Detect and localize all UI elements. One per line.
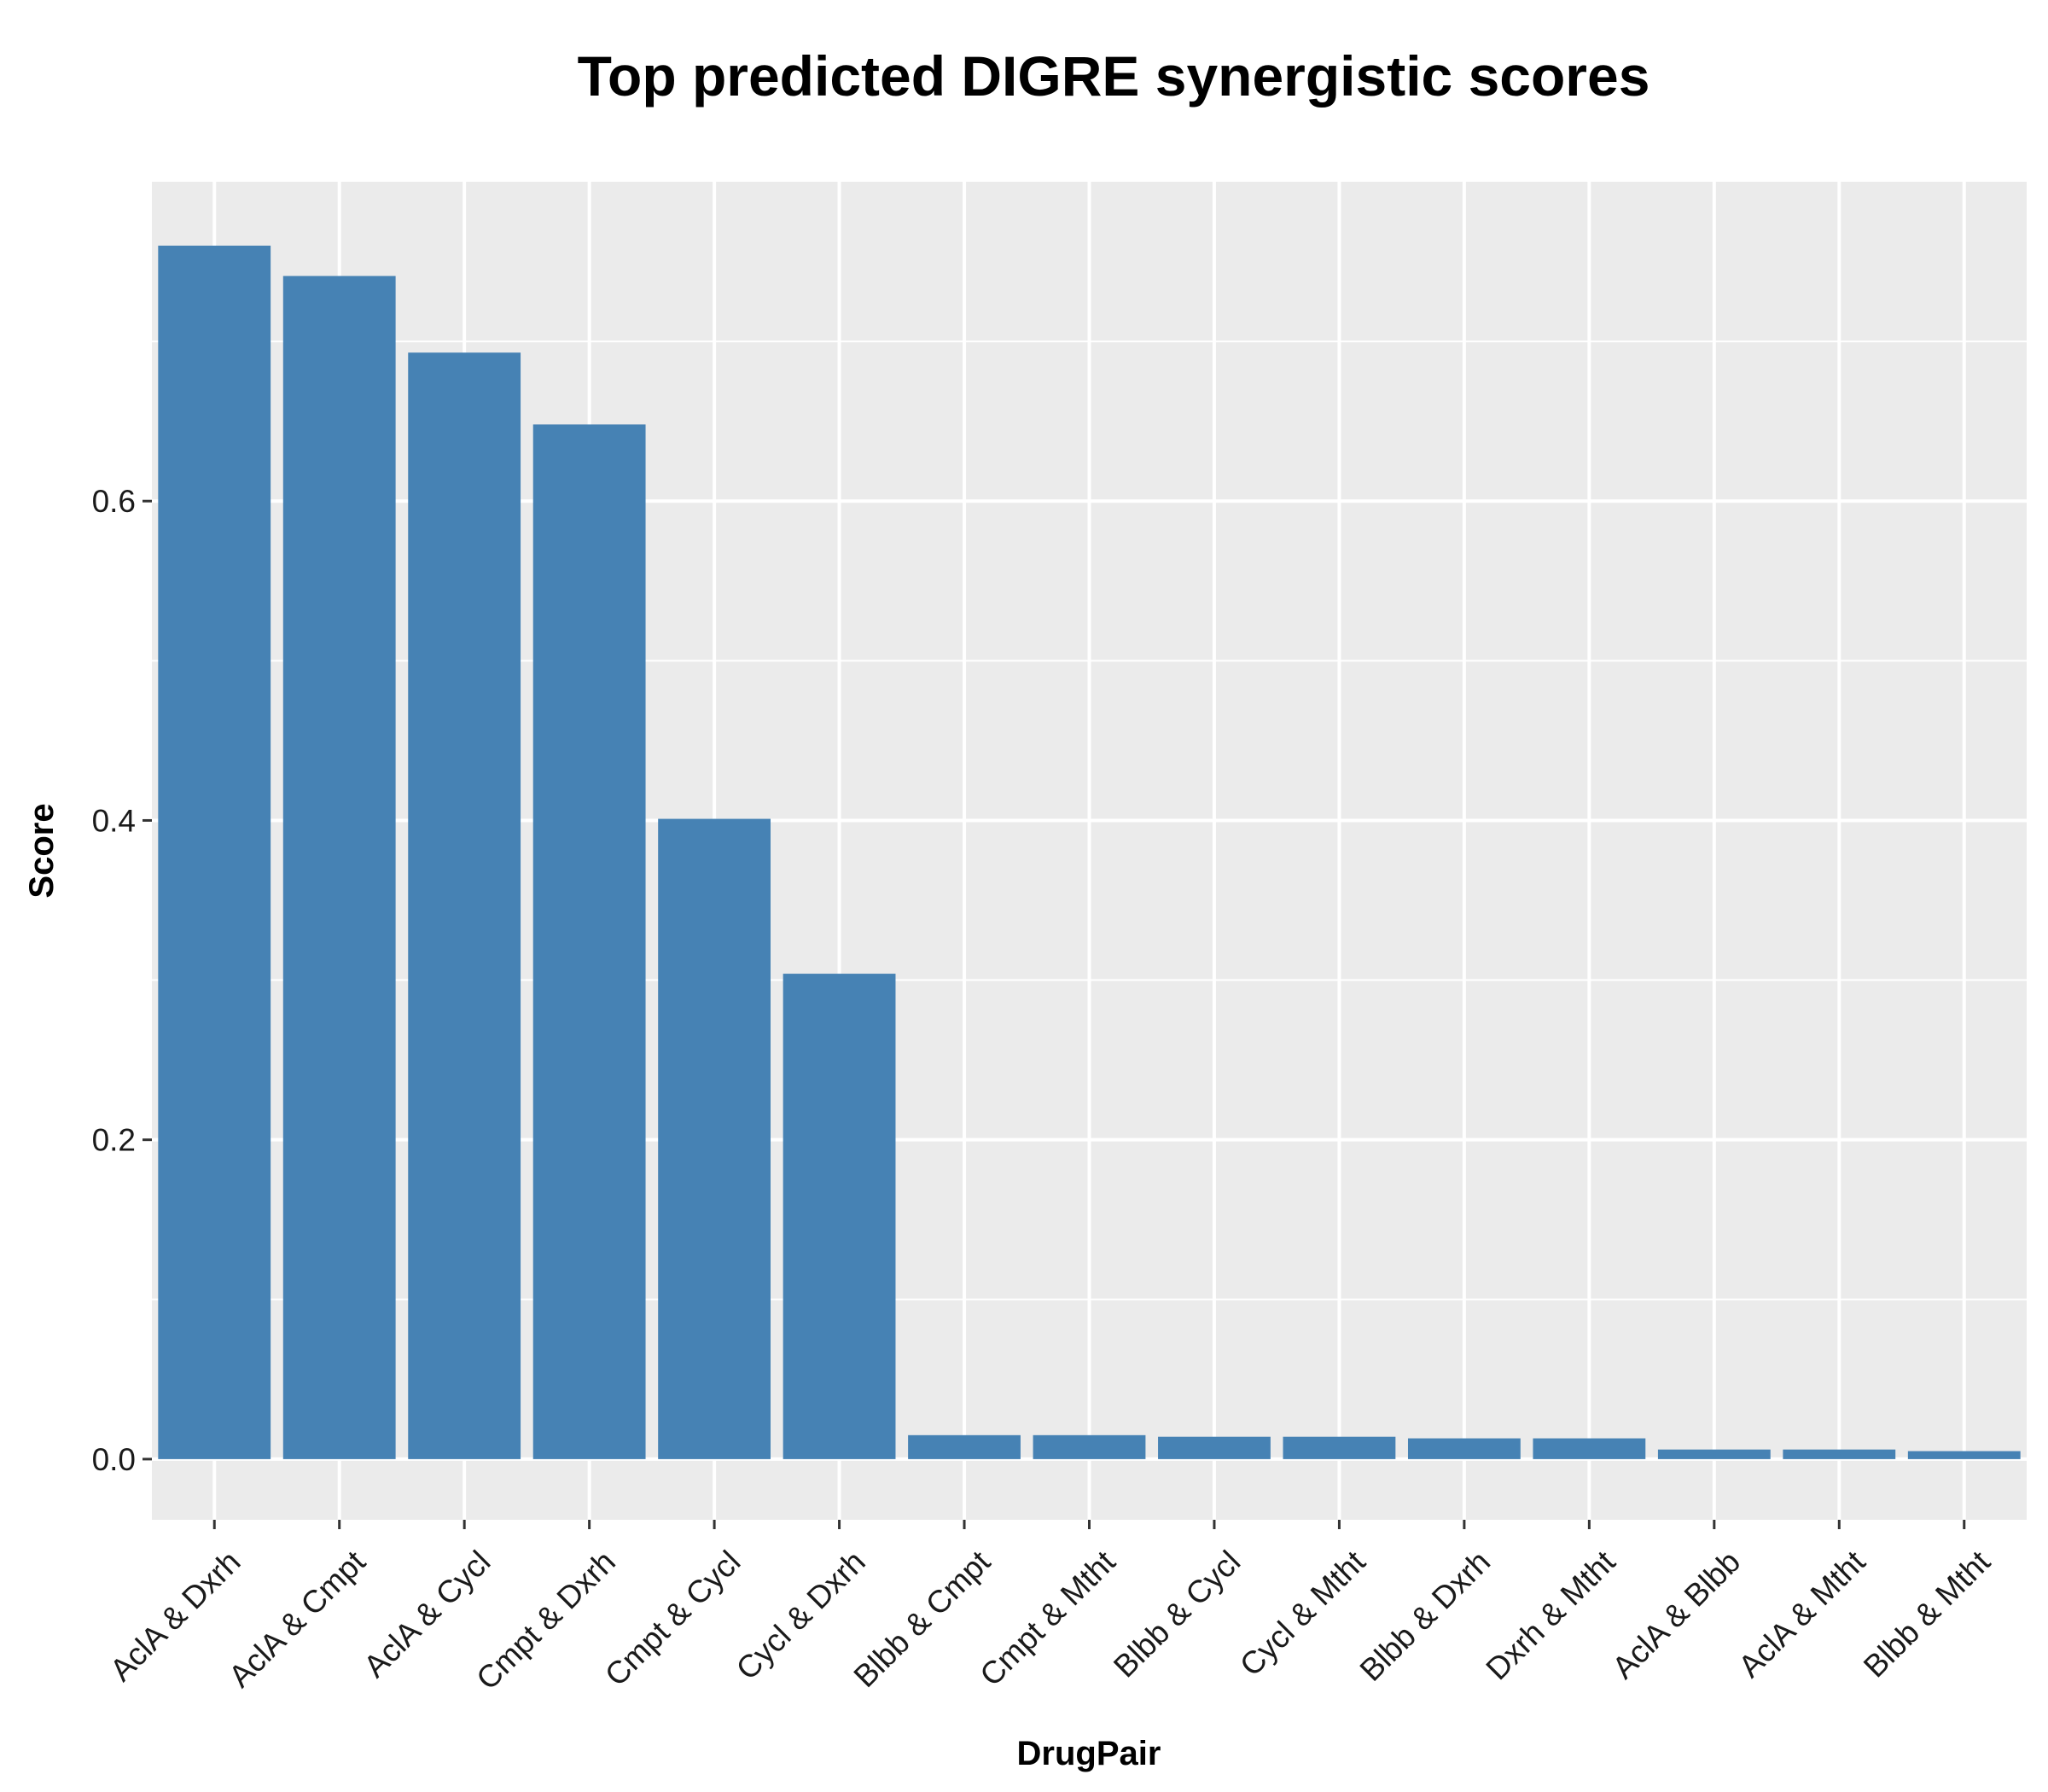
bar (1657, 1449, 1771, 1459)
bar (158, 245, 271, 1459)
bar (1283, 1436, 1396, 1459)
bar (658, 818, 771, 1459)
bars (158, 245, 2021, 1459)
bar (1783, 1449, 1896, 1459)
bar (1533, 1438, 1646, 1459)
y-tick-label: 0.2 (92, 1123, 136, 1158)
bar (908, 1434, 1021, 1459)
chart-title: Top predicted DIGRE synergistic scores (578, 44, 1650, 108)
bar (1033, 1434, 1146, 1459)
y-tick-label: 0.0 (92, 1442, 136, 1477)
bar (1907, 1451, 2021, 1459)
y-tick-label: 0.4 (92, 803, 136, 838)
bar (282, 276, 396, 1459)
bar (532, 424, 646, 1459)
y-tick-label: 0.6 (92, 484, 136, 519)
y-axis: 0.0 0.2 0.4 0.6 (92, 484, 152, 1477)
bar (408, 352, 521, 1459)
y-axis-title: Score (23, 803, 61, 898)
bar (1407, 1438, 1521, 1459)
bar (1158, 1436, 1271, 1459)
bar (783, 974, 896, 1459)
x-axis-title: DrugPair (1017, 1735, 1161, 1772)
